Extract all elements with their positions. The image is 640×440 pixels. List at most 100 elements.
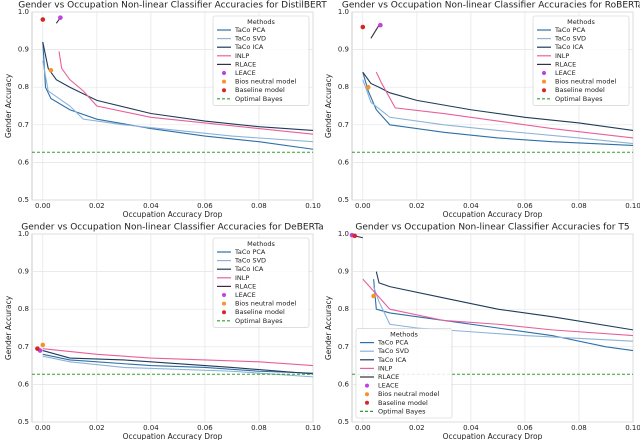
chart-title: Gender vs Occupation Non-linear Classifi… xyxy=(21,223,323,233)
legend-label: RLACE xyxy=(235,282,256,290)
legend-title: Methods xyxy=(247,18,275,26)
y-tick-label: 0.9 xyxy=(18,268,29,276)
series-line xyxy=(362,278,634,337)
legend-box xyxy=(532,15,630,106)
legend-label: Baseline model xyxy=(235,308,285,316)
legend-label: Bios neutral model xyxy=(235,300,296,308)
y-tick-label: 0.9 xyxy=(18,46,29,54)
y-tick-label: 0.9 xyxy=(338,46,349,54)
y-tick-label: 0.7 xyxy=(18,121,29,129)
point xyxy=(35,346,40,351)
legend-label: RLACE xyxy=(555,60,576,68)
series-line xyxy=(373,279,634,352)
legend-label: Bios neutral model xyxy=(555,78,616,86)
x-tick-label: 0.00 xyxy=(355,202,371,210)
legend-label: TaCo SVD xyxy=(234,257,266,265)
y-tick-label: 0.8 xyxy=(338,305,349,313)
y-tick-label: 1.0 xyxy=(338,230,349,238)
x-tick-label: 0.10 xyxy=(625,202,640,210)
legend-label: INLP xyxy=(555,52,569,60)
legend-label: LEACE xyxy=(378,382,399,390)
x-tick-label: 0.00 xyxy=(35,424,51,432)
legend-label: INLP xyxy=(378,364,392,372)
legend-label: RLACE xyxy=(378,373,399,381)
x-tick-label: 0.02 xyxy=(89,202,105,210)
y-tick-label: 1.0 xyxy=(338,8,349,16)
point xyxy=(40,17,46,22)
subplot: Gender vs Occupation Non-linear Classifi… xyxy=(4,1,327,220)
y-axis-label: Gender Accuracy xyxy=(4,73,13,138)
series-line xyxy=(362,72,634,147)
point xyxy=(371,293,376,299)
legend-box xyxy=(212,15,310,106)
x-tick-label: 0.04 xyxy=(143,202,159,210)
y-tick-label: 0.8 xyxy=(18,305,29,313)
x-tick-label: 0.08 xyxy=(251,202,267,210)
y-axis-label: Gender Accuracy xyxy=(4,295,13,360)
legend-marker xyxy=(222,293,226,297)
legend-label: Optimal Bayes xyxy=(555,95,603,103)
point xyxy=(352,233,358,239)
x-tick-label: 0.08 xyxy=(251,424,267,432)
series-line xyxy=(42,60,314,143)
point xyxy=(365,84,371,90)
y-tick-label: 0.5 xyxy=(338,418,349,426)
y-tick-label: 0.8 xyxy=(338,83,349,91)
series-line xyxy=(42,355,314,378)
series-line xyxy=(42,350,314,375)
x-tick-label: 0.10 xyxy=(625,424,640,432)
series-line xyxy=(375,71,634,139)
legend-label: INLP xyxy=(235,52,249,60)
legend-label: Baseline model xyxy=(235,86,285,94)
legend-label: LEACE xyxy=(235,69,256,77)
x-tick-label: 0.02 xyxy=(409,202,425,210)
point xyxy=(360,24,366,30)
y-tick-label: 0.6 xyxy=(18,158,30,166)
y-tick-label: 1.0 xyxy=(18,230,29,238)
y-tick-label: 1.0 xyxy=(18,8,29,16)
chart-title: Gender vs Occupation Non-linear Classifi… xyxy=(18,1,327,11)
series-line xyxy=(42,348,314,367)
legend-marker xyxy=(542,79,546,84)
y-tick-label: 0.5 xyxy=(18,418,29,426)
legend-label: Optimal Bayes xyxy=(378,407,426,415)
x-tick-label: 0.02 xyxy=(89,424,105,432)
y-tick-label: 0.8 xyxy=(18,83,29,91)
y-tick-label: 0.6 xyxy=(338,380,350,388)
x-axis-label: Occupation Accuracy Drop xyxy=(123,210,223,219)
x-tick-label: 0.06 xyxy=(197,202,213,210)
series-line xyxy=(375,271,634,331)
x-tick-label: 0.04 xyxy=(463,202,479,210)
x-tick-label: 0.10 xyxy=(305,202,321,210)
legend-label: Bios neutral model xyxy=(378,390,439,398)
chart-title: Gender vs Occupation Non-linear Classifi… xyxy=(355,223,629,233)
legend-label: TaCo ICA xyxy=(554,43,584,51)
legend-label: Optimal Bayes xyxy=(235,317,283,325)
legend-label: LEACE xyxy=(235,291,256,299)
legend-label: Bios neutral model xyxy=(235,78,296,86)
legend-box xyxy=(355,328,453,419)
legend-marker xyxy=(365,383,369,388)
legend-title: Methods xyxy=(567,18,595,26)
legend-label: Optimal Bayes xyxy=(235,95,283,103)
x-tick-label: 0.04 xyxy=(143,424,159,432)
legend-label: LEACE xyxy=(555,69,576,77)
y-tick-label: 0.6 xyxy=(338,158,350,166)
legend-label: TaCo PCA xyxy=(554,26,586,34)
legend-label: TaCo PCA xyxy=(234,248,266,256)
point xyxy=(48,67,54,73)
legend-marker xyxy=(542,71,546,75)
legend-marker xyxy=(222,71,226,75)
y-axis-label: Gender Accuracy xyxy=(324,73,333,138)
subplot: Gender vs Occupation Non-linear Classifi… xyxy=(4,223,324,440)
legend-label: Baseline model xyxy=(378,399,428,407)
legend-marker xyxy=(222,88,226,93)
legend-marker xyxy=(222,310,226,315)
point xyxy=(58,15,63,20)
legend-label: TaCo ICA xyxy=(377,356,407,364)
y-tick-label: 0.9 xyxy=(338,268,349,276)
y-tick-label: 0.7 xyxy=(338,121,349,129)
